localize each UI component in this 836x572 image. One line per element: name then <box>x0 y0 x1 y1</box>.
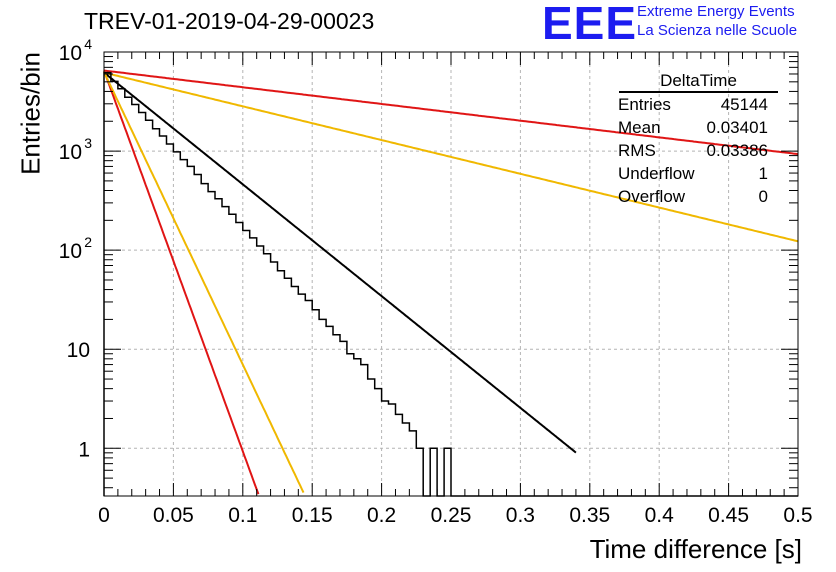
y-tick-label: 10 <box>59 42 82 65</box>
y-tick-exponent: 2 <box>84 234 92 250</box>
stats-title: DeltaTime <box>619 70 778 93</box>
stats-label: Overflow <box>618 187 686 206</box>
eee-logo-caption: Extreme Energy Events La Scienza nelle S… <box>637 2 797 40</box>
eee-logo: EEE <box>542 0 638 49</box>
stats-row: RMS 0.03386 <box>611 139 778 162</box>
chart-ticks: 0 0.05 0.1 0.15 0.2 0.25 0.3 0.35 0.4 0.45 0.51101… <box>59 36 813 527</box>
stats-label: RMS <box>618 141 656 160</box>
y-tick-exponent: 3 <box>84 135 92 151</box>
stats-value: 45144 <box>720 95 768 114</box>
stats-label: Mean <box>618 118 661 137</box>
fit-curve <box>103 71 577 454</box>
fit-curve <box>103 71 799 243</box>
x-axis-label: Time difference [s] <box>589 534 802 564</box>
fit-curve <box>103 71 305 494</box>
stats-row: Mean 0.03401 <box>611 116 778 139</box>
stats-value: 0.03386 <box>706 141 768 160</box>
stats-row: Entries 45144 <box>611 93 778 116</box>
x-tick-label: 0.15 <box>292 504 333 527</box>
x-tick-label: 0.2 <box>367 504 396 527</box>
x-tick-label: 0.1 <box>228 504 257 527</box>
x-tick-label: 0.5 <box>783 504 812 527</box>
chart-grid <box>104 52 798 496</box>
x-tick-label: 0.35 <box>569 504 610 527</box>
stats-row: Underflow 1 <box>611 162 778 185</box>
y-tick-exponent: 4 <box>84 36 92 52</box>
stats-value: 0.03401 <box>706 118 768 137</box>
y-tick-label: 10 <box>59 240 82 263</box>
logo-caption-line2: La Scienza nelle Scuole <box>637 22 798 39</box>
chart-title: TREV-01-2019-04-29-00023 <box>84 8 375 34</box>
y-axis-label: Entries/bin <box>15 52 46 175</box>
fit-curve <box>103 70 260 495</box>
x-tick-label: 0.45 <box>708 504 749 527</box>
stats-row: Overflow 0 <box>611 185 778 208</box>
x-tick-label: 0 <box>98 504 110 527</box>
y-tick-label: 10 <box>59 141 82 164</box>
stats-value: 1 <box>758 164 768 183</box>
stats-label: Entries <box>618 95 671 114</box>
x-tick-label: 0.05 <box>153 504 194 527</box>
chart-marks <box>103 69 799 497</box>
y-tick-label: 1 <box>78 438 90 461</box>
stats-value: 0 <box>758 187 768 206</box>
x-tick-label: 0.3 <box>506 504 535 527</box>
stats-label: Underflow <box>618 164 695 183</box>
fit-curve <box>103 69 799 156</box>
y-tick-label: 10 <box>67 339 90 362</box>
x-tick-label: 0.4 <box>645 504 675 527</box>
x-tick-label: 0.25 <box>431 504 472 527</box>
logo-caption-line1: Extreme Energy Events <box>637 3 795 20</box>
stats-box: DeltaTime Entries 45144 Mean 0.03401 RMS… <box>611 70 778 208</box>
